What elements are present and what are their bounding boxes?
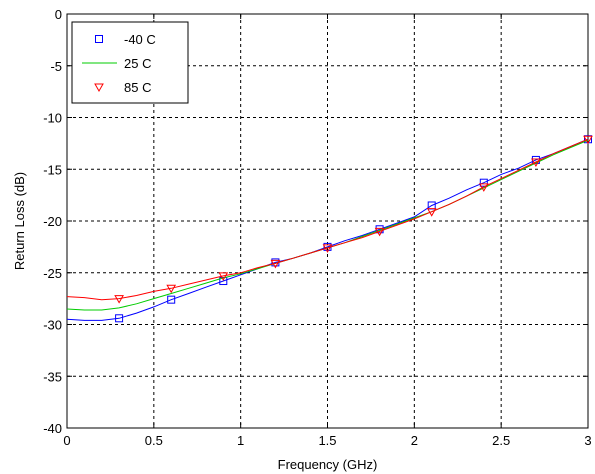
y-tick-label: -10 bbox=[43, 111, 62, 126]
legend-label: 25 C bbox=[124, 56, 151, 71]
data-point bbox=[322, 244, 333, 253]
data-point bbox=[426, 208, 437, 217]
y-axis-ticks: 0 -5 -10 -15 -20 -25 -30 -35 -40 bbox=[43, 7, 588, 436]
y-tick-label: -5 bbox=[50, 59, 62, 74]
legend-label: -40 C bbox=[124, 32, 156, 47]
y-tick-label: -40 bbox=[43, 421, 62, 436]
data-point bbox=[270, 259, 281, 269]
legend-swatch bbox=[94, 83, 104, 93]
x-tick-label: 1.5 bbox=[318, 433, 336, 448]
x-tick-label: 0.5 bbox=[145, 433, 163, 448]
y-tick-label: -15 bbox=[43, 162, 62, 177]
y-tick-label: -30 bbox=[43, 318, 62, 333]
y-tick-label: 0 bbox=[55, 7, 62, 22]
x-tick-label: 2.5 bbox=[492, 433, 510, 448]
data-point bbox=[479, 178, 488, 187]
legend-item: -40 C bbox=[95, 32, 156, 47]
data-point bbox=[115, 314, 124, 323]
legend-item: 85 C bbox=[94, 80, 151, 95]
x-tick-label: 2 bbox=[411, 433, 418, 448]
x-tick-label: 3 bbox=[584, 433, 591, 448]
y-tick-label: -25 bbox=[43, 266, 62, 281]
y-axis-label: Return Loss (dB) bbox=[12, 172, 27, 270]
x-tick-label: 0 bbox=[63, 433, 70, 448]
legend-item: 25 C bbox=[82, 56, 151, 71]
data-point bbox=[374, 227, 385, 237]
x-tick-label: 1 bbox=[237, 433, 244, 448]
legend-swatch bbox=[95, 35, 103, 43]
data-point bbox=[478, 183, 489, 192]
legend-label: 85 C bbox=[124, 80, 151, 95]
series-line bbox=[66, 138, 589, 301]
y-tick-label: -20 bbox=[43, 214, 62, 229]
data-point bbox=[166, 284, 177, 294]
x-axis-ticks: 0 0.5 1 1.5 2 2.5 3 bbox=[63, 14, 592, 448]
data-point bbox=[114, 295, 124, 304]
data-point bbox=[583, 135, 593, 145]
series-group bbox=[66, 135, 593, 323]
legend: -40 C 25 C 85 C bbox=[71, 21, 189, 104]
x-axis-label: Frequency (GHz) bbox=[278, 457, 378, 472]
series-3 bbox=[66, 135, 593, 304]
series-line bbox=[66, 138, 589, 321]
y-tick-label: -35 bbox=[43, 369, 62, 384]
data-point bbox=[218, 272, 229, 281]
data-point bbox=[167, 295, 176, 304]
data-point bbox=[531, 158, 541, 168]
series-1 bbox=[66, 135, 592, 323]
